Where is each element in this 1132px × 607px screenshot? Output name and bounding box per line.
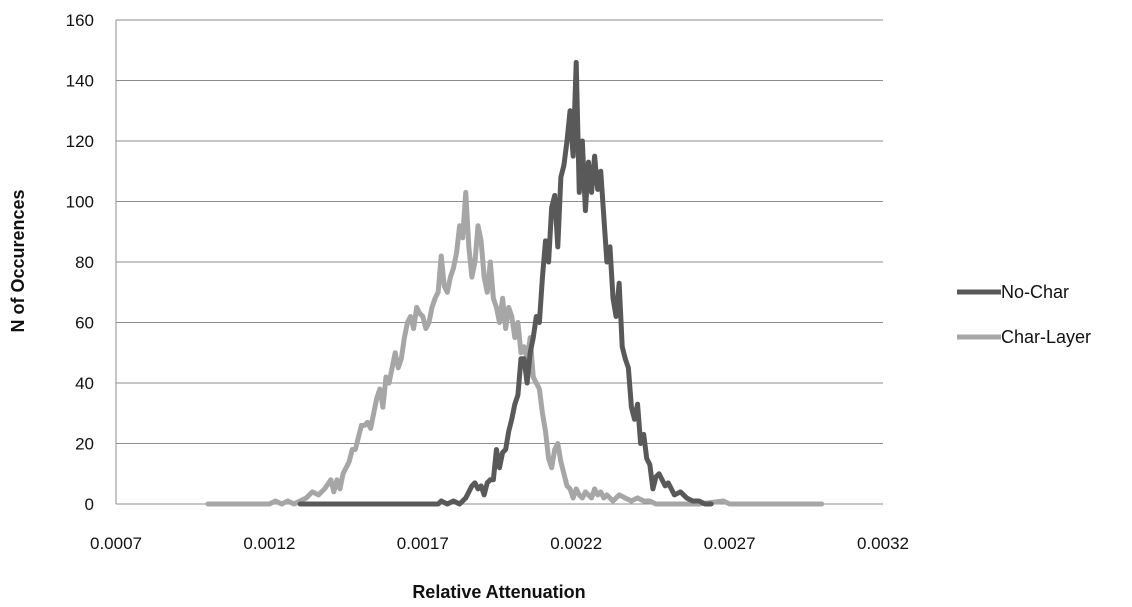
x-axis-title: Relative Attenuation [412,582,585,602]
y-tick-label: 20 [75,435,94,454]
x-tick-label: 0.0007 [90,534,142,553]
series-line-char-layer [205,189,825,507]
legend: No-Char Char-Layer [957,282,1091,347]
legend-label: No-Char [1001,282,1069,302]
y-axis-title: N of Occurences [8,189,28,332]
x-tick-label: 0.0012 [243,534,295,553]
y-tick-label: 100 [66,193,94,212]
y-tick-label: 80 [75,253,94,272]
x-tick-label: 0.0017 [397,534,449,553]
grid-lines [115,19,883,505]
y-tick-label: 60 [75,314,94,333]
x-axis-tick-labels: 0.0007 0.0012 0.0017 0.0022 0.0027 0.0032 [90,534,909,553]
y-tick-label: 0 [85,495,94,514]
y-tick-label: 120 [66,132,94,151]
series-lines [205,59,825,507]
y-tick-label: 140 [66,72,94,91]
y-axis-tick-labels: 0 20 40 60 80 100 120 140 160 [66,11,94,514]
y-tick-label: 40 [75,374,94,393]
series-line-no-char [297,59,714,507]
legend-label: Char-Layer [1001,327,1091,347]
x-tick-label: 0.0027 [704,534,756,553]
x-tick-label: 0.0022 [550,534,602,553]
x-tick-label: 0.0032 [857,534,909,553]
y-tick-label: 160 [66,11,94,30]
